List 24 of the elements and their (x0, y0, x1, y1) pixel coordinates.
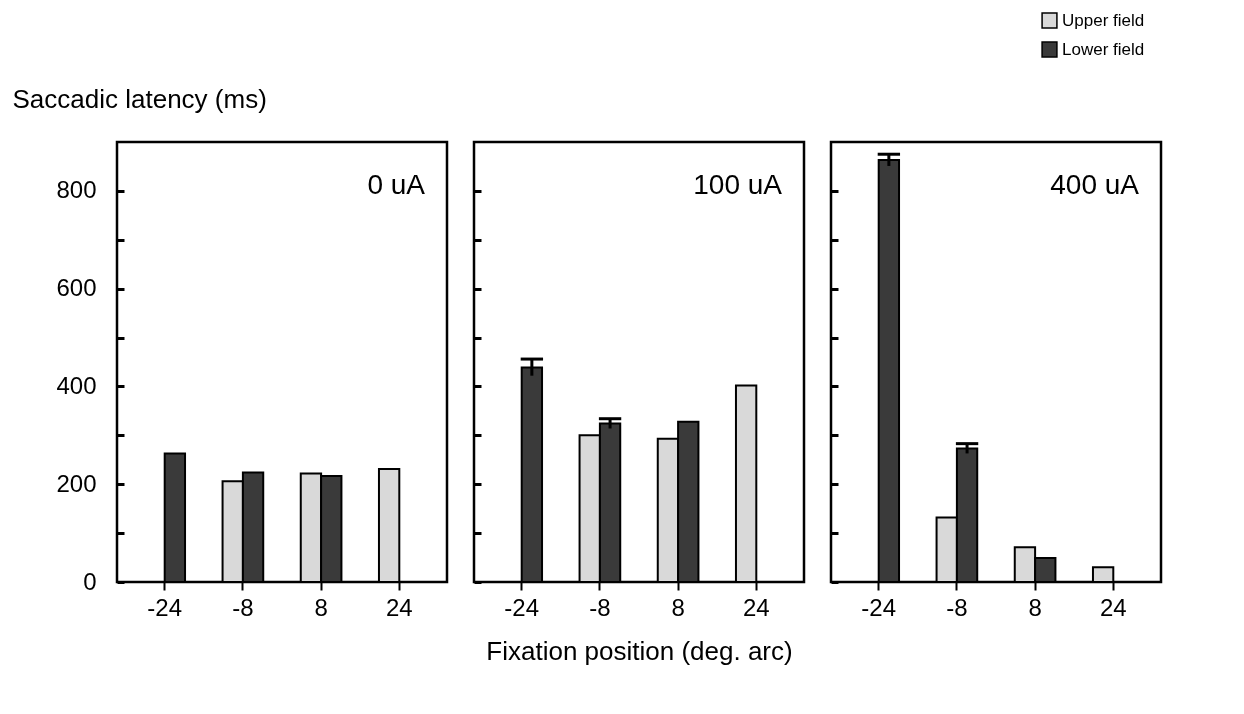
x-tick-label: 8 (671, 593, 685, 621)
legend-label: Upper field (1062, 10, 1145, 30)
x-tick-label: -8 (946, 593, 968, 621)
y-tick-label: 400 (56, 371, 97, 399)
x-tick-label: -24 (504, 593, 540, 621)
x-tick-label: -8 (232, 593, 254, 621)
x-tick-label: -24 (147, 593, 183, 621)
x-tick-label: 24 (385, 593, 413, 621)
y-tick-label: 800 (56, 176, 97, 204)
x-axis-title: Fixation position (deg. arc) (486, 635, 793, 666)
legend-label: Lower field (1062, 39, 1145, 59)
x-tick-label: -8 (589, 593, 611, 621)
y-tick-label: 200 (56, 469, 97, 497)
x-tick-label: 8 (314, 593, 328, 621)
x-tick-label: 8 (1028, 593, 1042, 621)
y-tick-label: 0 (83, 567, 97, 595)
annotation: 100 uA (693, 169, 783, 200)
y-axis-title: Saccadic latency (ms) (12, 83, 267, 114)
y-tick-label: 600 (56, 274, 97, 302)
x-tick-label: 24 (742, 593, 770, 621)
x-tick-label: 24 (1099, 593, 1127, 621)
x-tick-label: -24 (861, 593, 897, 621)
annotation: 0 uA (367, 169, 426, 200)
annotation: 400 uA (1050, 169, 1140, 200)
